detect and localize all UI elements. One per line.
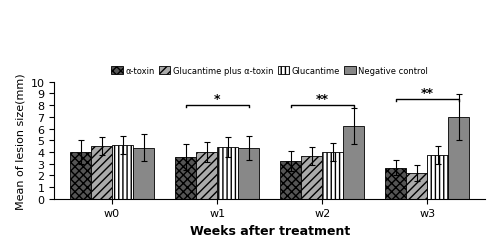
Bar: [112, 145, 133, 199]
Bar: [448, 117, 469, 199]
Bar: [91, 146, 112, 199]
Bar: [343, 127, 364, 199]
Bar: [70, 152, 91, 199]
Text: **: **: [420, 86, 434, 99]
Text: *: *: [214, 92, 220, 105]
Bar: [406, 173, 427, 199]
Bar: [427, 155, 448, 199]
Y-axis label: Mean of lesion size(mm): Mean of lesion size(mm): [15, 73, 25, 209]
Bar: [322, 152, 343, 199]
Bar: [196, 152, 217, 199]
Bar: [385, 168, 406, 199]
Bar: [133, 148, 154, 199]
Bar: [301, 156, 322, 199]
Bar: [238, 148, 259, 199]
Legend: α-toxin, Glucantime plus α-toxin, Glucantime, Negative control: α-toxin, Glucantime plus α-toxin, Glucan…: [108, 63, 432, 79]
Bar: [280, 162, 301, 199]
Bar: [217, 148, 238, 199]
Text: **: **: [316, 92, 328, 105]
Bar: [175, 158, 196, 199]
X-axis label: Weeks after treatment: Weeks after treatment: [190, 224, 350, 237]
